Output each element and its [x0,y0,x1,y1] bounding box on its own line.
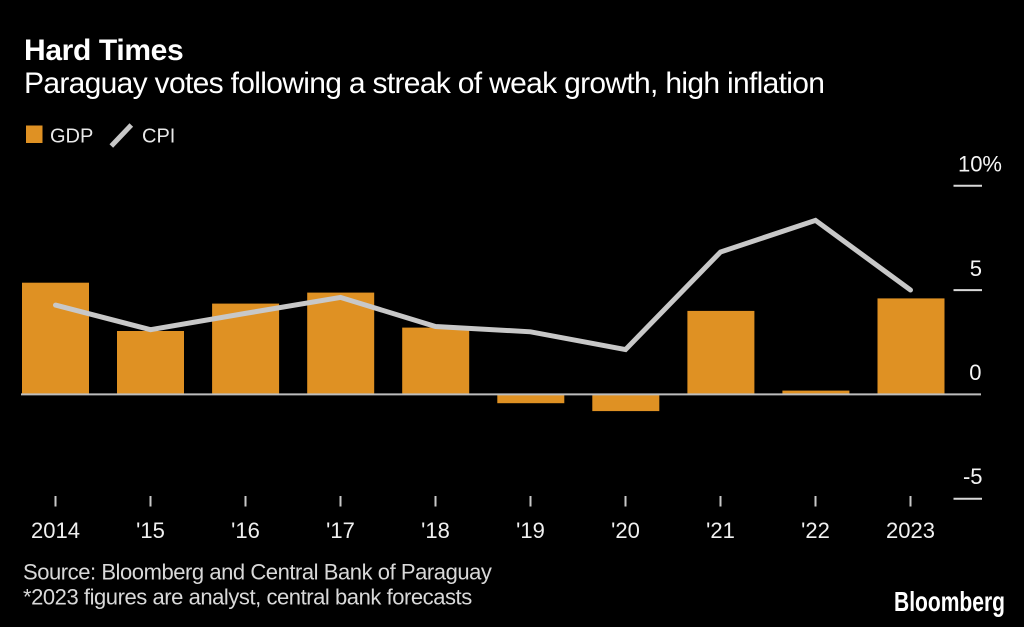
svg-text:'20: '20 [611,518,640,543]
svg-text:5: 5 [970,256,982,281]
svg-text:'22: '22 [801,518,830,543]
svg-text:GDP: GDP [50,126,93,148]
svg-text:Hard Times: Hard Times [24,34,183,67]
svg-text:Bloomberg: Bloomberg [894,586,1005,617]
svg-text:CPI: CPI [142,126,175,148]
svg-text:'16: '16 [231,518,260,543]
svg-text:'21: '21 [706,518,735,543]
svg-text:2023: 2023 [886,518,935,543]
svg-text:Paraguay votes following a str: Paraguay votes following a streak of wea… [24,67,824,100]
svg-text:'18: '18 [421,518,450,543]
svg-text:'19: '19 [516,518,545,543]
svg-text:2014: 2014 [31,518,80,543]
svg-text:'17: '17 [326,518,355,543]
svg-text:0: 0 [969,360,981,385]
svg-text:*2023 figures are analyst, cen: *2023 figures are analyst, central bank … [23,585,472,610]
svg-text:Source: Bloomberg and Central: Source: Bloomberg and Central Bank of Pa… [23,560,492,585]
svg-text:10%: 10% [958,152,1002,177]
svg-text:'15: '15 [136,518,165,543]
svg-text:-5: -5 [963,464,983,489]
